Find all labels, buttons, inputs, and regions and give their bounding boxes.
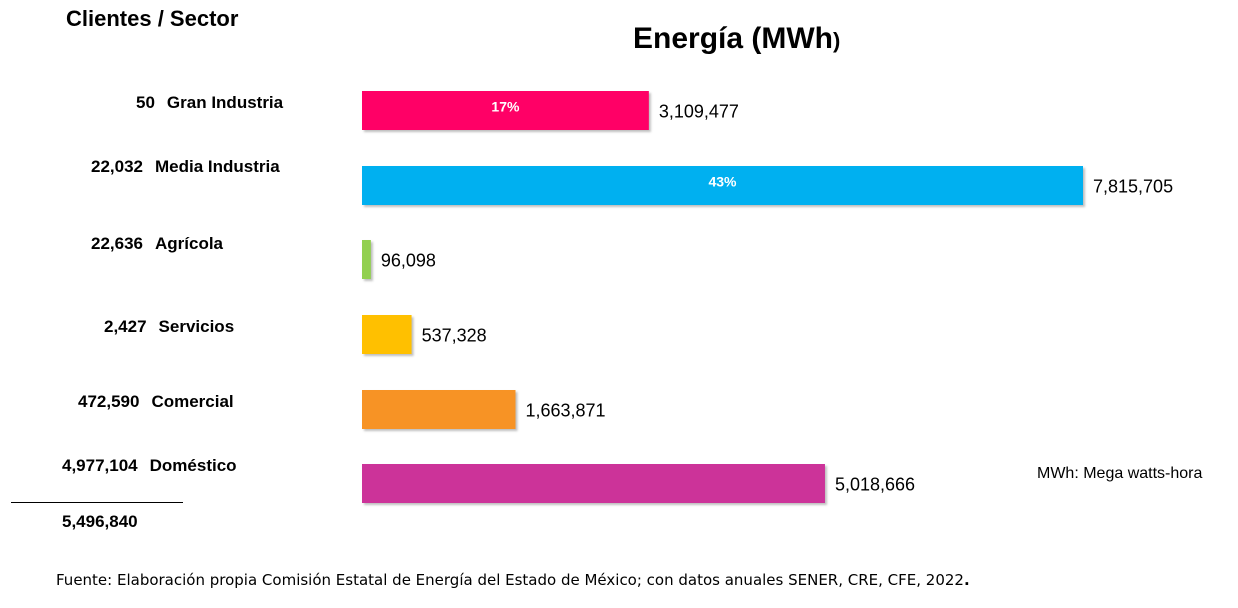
total-rule (11, 502, 183, 503)
clients-count: 2,427 (104, 317, 147, 336)
units-note: MWh: Mega watts-hora (1037, 465, 1203, 482)
sector-name: Comercial (151, 392, 234, 411)
clients-count: 472,590 (78, 392, 140, 411)
sector-heading: Clientes / Sector (66, 6, 239, 31)
sector-label-media-industria: 22,032 Media Industria (91, 157, 280, 177)
source-note: Fuente: Elaboración propia Comisión Esta… (56, 571, 970, 589)
chart-title-main: Energía (MWh (633, 22, 833, 55)
value-label-comercial: 1,663,871 (525, 401, 605, 421)
sector-name: Doméstico (149, 456, 237, 475)
sector-label-agricola: 22,636 Agrícola (91, 234, 223, 254)
bar-comercial (362, 390, 516, 429)
sector-label-domestico: 4,977,104 Doméstico (62, 456, 237, 476)
chart-title: Energía (MWh) (633, 22, 840, 56)
bar-agricola (362, 240, 371, 279)
sector-name: Media Industria (155, 157, 280, 176)
value-label-servicios: 537,328 (422, 326, 487, 346)
source-note-text: Fuente: Elaboración propia Comisión Esta… (56, 571, 964, 589)
bar-gran-industria (362, 91, 649, 130)
sector-name: Servicios (158, 317, 235, 336)
total-clients: 5,496,840 (62, 512, 138, 531)
value-label-agricola: 96,098 (381, 251, 436, 271)
clients-count: 22,636 (91, 234, 143, 253)
bar-media-industria (362, 166, 1083, 205)
sector-name: Gran Industria (166, 93, 284, 112)
clients-count: 22,032 (91, 157, 143, 176)
clients-count: 4,977,104 (62, 456, 138, 475)
sector-label-comercial: 472,590 Comercial (78, 392, 234, 412)
chart-title-suffix: ) (833, 28, 841, 53)
sector-label-gran-industria: 50 Gran Industria (136, 93, 283, 113)
percent-label-gran-industria: 17% (491, 99, 520, 115)
value-label-domestico: 5,018,666 (835, 475, 915, 495)
percent-label-media-industria: 43% (708, 174, 737, 190)
sector-name: Agrícola (155, 234, 224, 253)
source-note-end: . (963, 571, 970, 589)
clients-count: 50 (136, 93, 155, 112)
sector-label-servicios: 2,427 Servicios (104, 317, 234, 337)
value-label-media-industria: 7,815,705 (1093, 177, 1173, 197)
bar-domestico (362, 464, 825, 503)
bar-servicios (362, 315, 412, 354)
value-label-gran-industria: 3,109,477 (659, 102, 739, 122)
